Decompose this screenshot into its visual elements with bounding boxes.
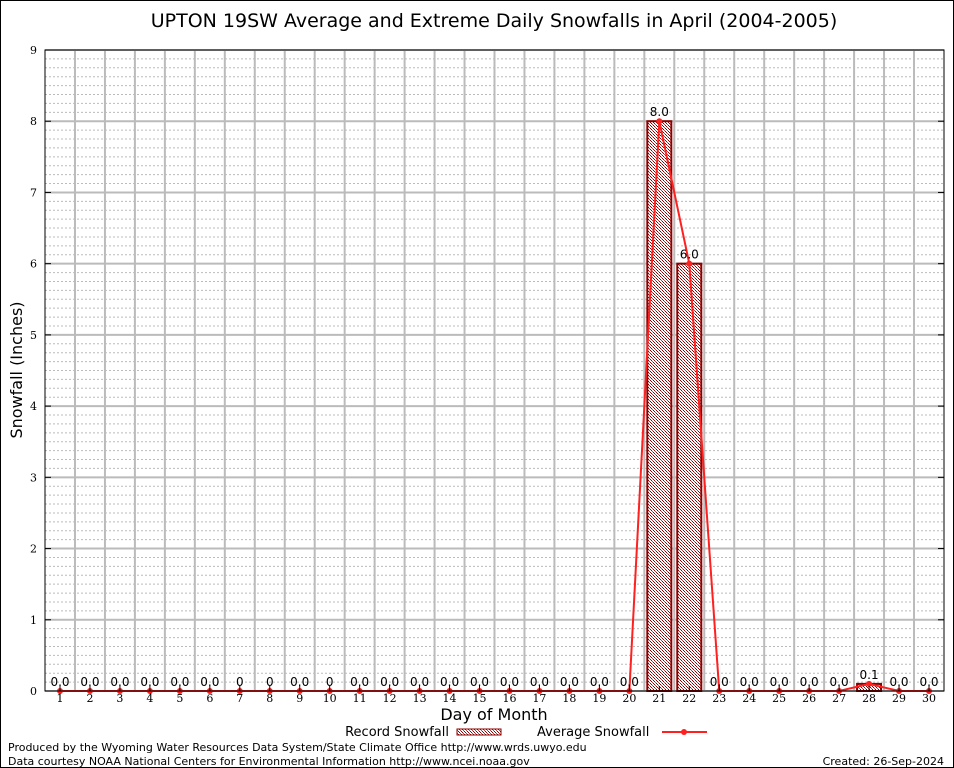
x-tick-label: 29 [892,692,906,705]
x-tick-label: 19 [592,692,606,705]
x-tick-label: 21 [652,692,666,705]
x-tick-label: 30 [922,692,936,705]
data-label: 0.0 [380,675,399,689]
x-tick-label: 10 [323,692,337,705]
data-label: 0.0 [50,675,69,689]
y-tick-label: 1 [30,614,37,627]
data-label: 0.0 [620,675,639,689]
x-tick-label: 1 [57,692,64,705]
average-point-day-21 [656,118,663,125]
data-label: 0.0 [200,675,219,689]
average-point-day-22 [686,260,693,267]
x-tick-label: 25 [772,692,786,705]
y-tick-label: 7 [30,186,37,199]
data-label: 0.0 [470,675,489,689]
x-tick-label: 9 [296,692,303,705]
x-tick-label: 27 [832,692,846,705]
data-label: 0.0 [800,675,819,689]
x-tick-label: 28 [862,692,876,705]
data-label: 0.0 [80,675,99,689]
data-label: 0.0 [710,675,729,689]
legend-label-record: Record Snowfall [345,725,449,740]
data-label: 0 [266,675,274,689]
data-label: 0.0 [590,675,609,689]
x-tick-label: 26 [802,692,816,705]
y-tick-label: 8 [30,115,37,128]
legend-marker-average [681,729,687,735]
x-tick-label: 23 [712,692,726,705]
data-label: 0.0 [889,675,908,689]
data-label: 0.0 [410,675,429,689]
data-label: 0.0 [500,675,519,689]
y-tick-label: 3 [30,471,37,484]
x-tick-label: 18 [562,692,576,705]
x-axis-label: Day of Month [440,705,547,724]
data-label: 0.0 [919,675,938,689]
x-tick-label: 13 [413,692,427,705]
data-label: 0 [326,675,334,689]
footer-created: Created: 26-Sep-2024 [823,755,944,768]
legend-swatch-record [456,728,502,736]
x-tick-label: 15 [473,692,487,705]
x-tick-label: 7 [236,692,243,705]
average-point-day-28 [866,680,873,687]
data-label: 0.0 [440,675,459,689]
x-tick-label: 20 [622,692,636,705]
x-tick-label: 8 [266,692,273,705]
legend-label-average: Average Snowfall [537,725,649,740]
data-label: 0.0 [290,675,309,689]
data-label: 0.0 [350,675,369,689]
record-bar-day-21 [646,120,673,692]
y-tick-label: 5 [30,329,37,342]
data-label: 0.0 [530,675,549,689]
legend: Record Snowfall Average Snowfall [345,725,707,740]
data-label: 0.0 [830,675,849,689]
x-tick-label: 4 [146,692,153,705]
record-bar-day-22 [676,262,703,692]
x-tick-label: 14 [443,692,457,705]
x-tick-label: 22 [682,692,696,705]
data-label: 0.0 [170,675,189,689]
data-label: 0.0 [770,675,789,689]
x-tick-label: 6 [206,692,213,705]
data-label: 0 [236,675,244,689]
x-tick-label: 2 [86,692,93,705]
x-tick-label: 17 [532,692,546,705]
data-label: 0.1 [860,668,879,682]
data-label: 0.0 [110,675,129,689]
x-tick-label: 3 [116,692,123,705]
data-label: 0.0 [140,675,159,689]
x-tick-label: 24 [742,692,756,705]
plot-frame [44,49,945,692]
footer-produced-by: Produced by the Wyoming Water Resources … [8,741,587,754]
y-tick-label: 2 [30,543,37,556]
y-tick-label: 4 [30,400,37,413]
x-tick-label: 12 [383,692,397,705]
y-tick-label: 9 [30,44,37,57]
y-tick-label: 0 [30,685,37,698]
data-label: 8.0 [650,105,669,119]
x-tick-label: 11 [353,692,367,705]
y-tick-label: 6 [30,258,37,271]
data-label: 0.0 [740,675,759,689]
data-label: 0.0 [560,675,579,689]
footer-courtesy: Data courtesy NOAA National Centers for … [8,755,530,768]
data-label: 6.0 [680,248,699,262]
x-tick-label: 16 [502,692,516,705]
y-axis-label: Snowfall (Inches) [7,301,26,438]
x-tick-label: 5 [176,692,183,705]
chart-title: UPTON 19SW Average and Extreme Daily Sno… [151,10,838,32]
